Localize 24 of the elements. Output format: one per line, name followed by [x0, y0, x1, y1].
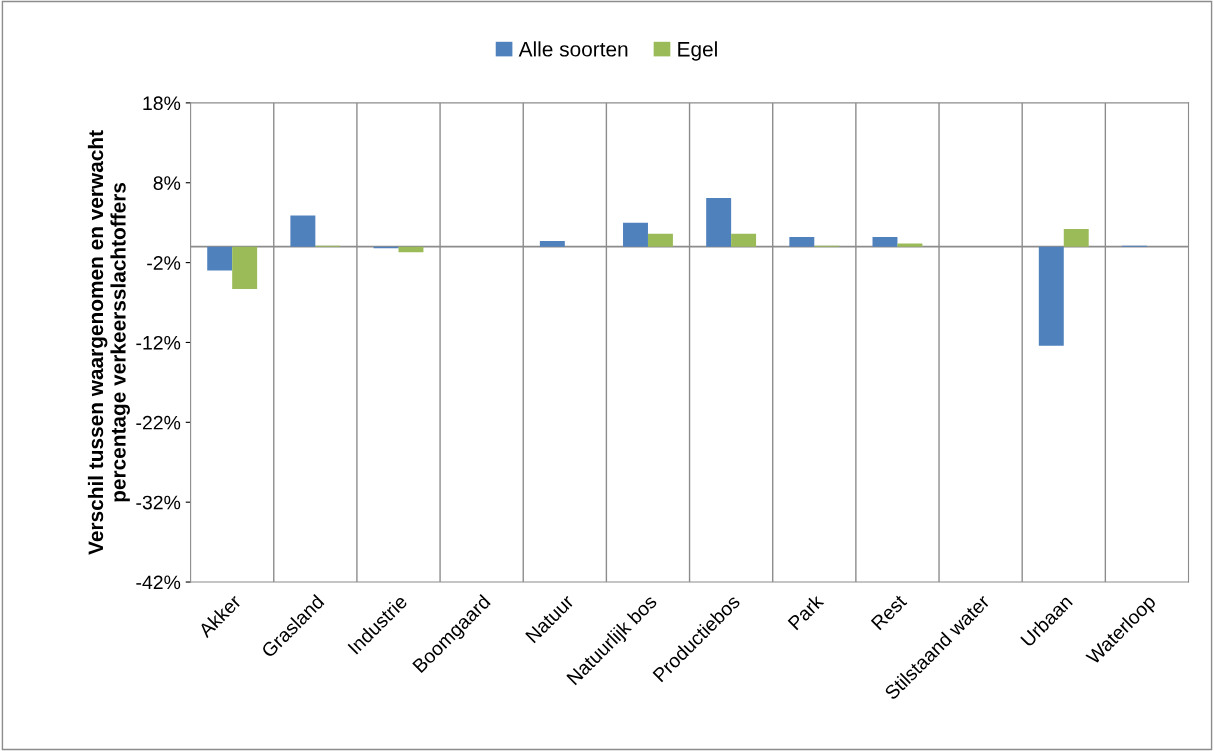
bar — [872, 237, 898, 247]
y-tick-label: -2% — [147, 256, 181, 270]
legend-label: Alle soorten — [518, 41, 628, 57]
y-tick-label: -32% — [136, 495, 181, 510]
bar — [539, 241, 565, 247]
bar — [207, 246, 233, 271]
bar — [232, 246, 258, 289]
bar — [706, 197, 732, 247]
bar — [623, 222, 648, 247]
y-tick-label: -12% — [136, 335, 181, 350]
bar — [647, 233, 673, 247]
legend-label: Egel — [678, 41, 717, 61]
y-tick-label: -22% — [136, 415, 181, 430]
bar — [789, 237, 815, 247]
bar — [897, 243, 923, 247]
bar — [290, 215, 316, 247]
y-tick-label: -42% — [136, 575, 181, 590]
y-tick-label: 18% — [143, 96, 181, 111]
bar — [731, 233, 757, 247]
y-tick-label: 8% — [153, 176, 181, 190]
y-axis-title: Verschil tussen waargenomen en verwacht percentage verkeersslachtoffers — [87, 130, 130, 555]
bar — [1063, 229, 1089, 247]
bar — [398, 246, 424, 253]
bar — [1038, 246, 1064, 346]
